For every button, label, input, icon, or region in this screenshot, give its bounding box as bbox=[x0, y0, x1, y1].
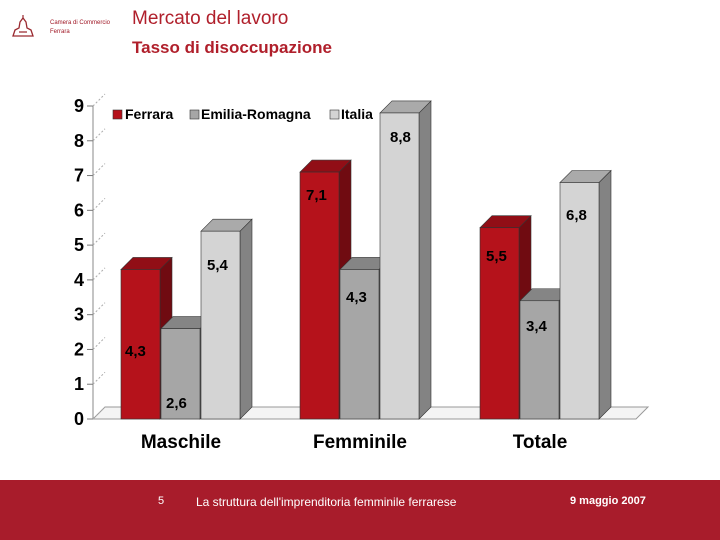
y-gridline bbox=[92, 232, 106, 246]
y-gridline bbox=[92, 337, 106, 350]
x-tick-label: Totale bbox=[513, 432, 568, 453]
bar-italia-femminile bbox=[379, 112, 420, 420]
legend-swatch bbox=[329, 109, 340, 120]
legend-swatch bbox=[112, 109, 123, 120]
legend-label: Ferrara bbox=[125, 106, 173, 122]
y-gridline bbox=[92, 302, 106, 316]
y-tick-label: 9 bbox=[74, 96, 84, 116]
y-tick-label: 6 bbox=[74, 200, 84, 220]
x-tick-label: Femminile bbox=[313, 432, 407, 453]
bar-side bbox=[598, 169, 612, 420]
footer-bar: 5 La struttura dell'imprenditoria femmin… bbox=[0, 480, 720, 540]
data-label: 7,1 bbox=[306, 187, 327, 204]
bar-side bbox=[418, 100, 432, 420]
data-label: 4,3 bbox=[125, 343, 146, 360]
logo: Camera di Commercio Ferrara bbox=[10, 14, 120, 44]
logo-line-1: Camera di Commercio bbox=[50, 20, 111, 26]
page-subtitle: Tasso di disoccupazione bbox=[132, 38, 332, 57]
footer-text: La struttura dell'imprenditoria femminil… bbox=[196, 495, 457, 509]
bar-side bbox=[239, 218, 253, 420]
data-label: 3,4 bbox=[526, 318, 548, 335]
data-label: 2,6 bbox=[166, 395, 187, 412]
data-label: 6,8 bbox=[566, 207, 587, 224]
y-gridline bbox=[92, 163, 106, 176]
data-label: 8,8 bbox=[390, 129, 411, 146]
y-tick-label: 8 bbox=[74, 131, 84, 151]
city-emblem-icon bbox=[12, 15, 34, 37]
x-tick-label: Maschile bbox=[141, 432, 221, 453]
y-tick-label: 7 bbox=[74, 166, 84, 186]
y-gridline bbox=[92, 93, 106, 107]
bar-ferrara-femminile bbox=[299, 171, 340, 420]
page-title: Mercato del lavoro bbox=[132, 8, 289, 29]
bar-emilia_romagna-totale bbox=[519, 300, 560, 420]
legend-label: Emilia-Romagna bbox=[201, 106, 311, 122]
y-gridline bbox=[92, 371, 106, 385]
data-label: 4,3 bbox=[346, 289, 367, 306]
legend-label: Italia bbox=[341, 106, 373, 122]
y-tick-label: 1 bbox=[74, 374, 84, 394]
bar-emilia_romagna-femminile bbox=[339, 269, 380, 420]
y-tick-label: 3 bbox=[74, 305, 84, 325]
bar-chart: 0 1 2 3 4 5 6 7 8 9 4,3 2,6 5,4 7,1 4,3 8,8 5,5 3,4 6,8 Mas… bbox=[74, 93, 650, 453]
bar-italia-maschile bbox=[200, 230, 241, 420]
y-tick-label: 0 bbox=[74, 409, 84, 429]
y-gridline bbox=[92, 197, 106, 211]
bar-ferrara-maschile bbox=[120, 269, 161, 420]
y-gridline bbox=[92, 406, 106, 420]
data-label: 5,4 bbox=[207, 257, 229, 274]
legend-swatch bbox=[189, 109, 200, 120]
page-number: 5 bbox=[158, 495, 165, 507]
y-tick-label: 5 bbox=[74, 235, 84, 255]
bar-italia-totale bbox=[559, 182, 600, 420]
bar-emilia_romagna-maschile bbox=[160, 328, 201, 420]
logo-line-2: Ferrara bbox=[50, 29, 70, 35]
bar-ferrara-totale bbox=[479, 227, 520, 420]
footer-date: 9 maggio 2007 bbox=[570, 495, 646, 507]
y-tick-label: 4 bbox=[74, 270, 84, 290]
y-gridline bbox=[92, 267, 106, 281]
data-label: 5,5 bbox=[486, 248, 507, 265]
y-gridline bbox=[92, 128, 106, 142]
y-tick-label: 2 bbox=[74, 339, 84, 359]
